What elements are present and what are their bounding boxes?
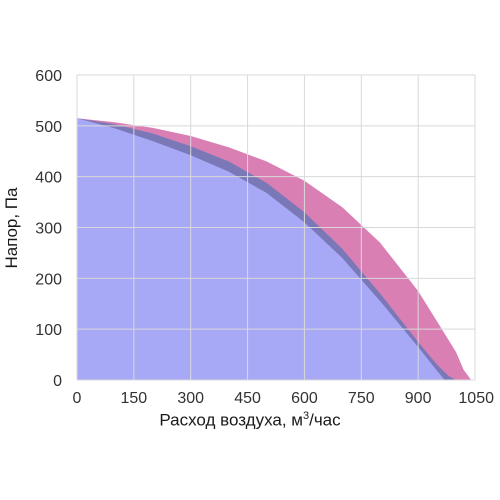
series-areas	[77, 118, 472, 380]
x-tick-labels: 0 150 300 450 600 750 900 1050	[73, 390, 495, 407]
grid-lines	[76, 74, 476, 381]
y-tick-label: 100	[35, 322, 62, 339]
y-tick-label: 300	[35, 221, 62, 238]
x-axis-title-suffix: /час	[309, 410, 341, 430]
x-tick-label: 0	[73, 390, 82, 407]
y-tick-label: 400	[35, 170, 62, 187]
y-axis-title: Напор, Па	[2, 187, 21, 269]
x-tick-label: 450	[234, 390, 261, 407]
y-tick-label: 0	[53, 373, 62, 390]
y-tick-label: 600	[35, 68, 62, 85]
x-tick-label: 900	[405, 390, 432, 407]
x-tick-label: 300	[177, 390, 204, 407]
y-tick-label: 500	[35, 119, 62, 136]
y-tick-labels: 0 100 200 300 400 500 600	[35, 68, 62, 390]
x-axis-title-text: Расход воздуха, м	[159, 410, 303, 430]
x-tick-label: 150	[121, 390, 148, 407]
x-tick-label: 750	[348, 390, 375, 407]
x-tick-label: 1050	[458, 390, 494, 407]
series-area-3	[77, 118, 445, 380]
x-tick-label: 600	[291, 390, 318, 407]
x-axis-title: Расход воздуха, м3/час	[0, 410, 500, 431]
x-axis-title-superscript: 3	[302, 410, 310, 422]
y-tick-label: 200	[35, 271, 62, 288]
